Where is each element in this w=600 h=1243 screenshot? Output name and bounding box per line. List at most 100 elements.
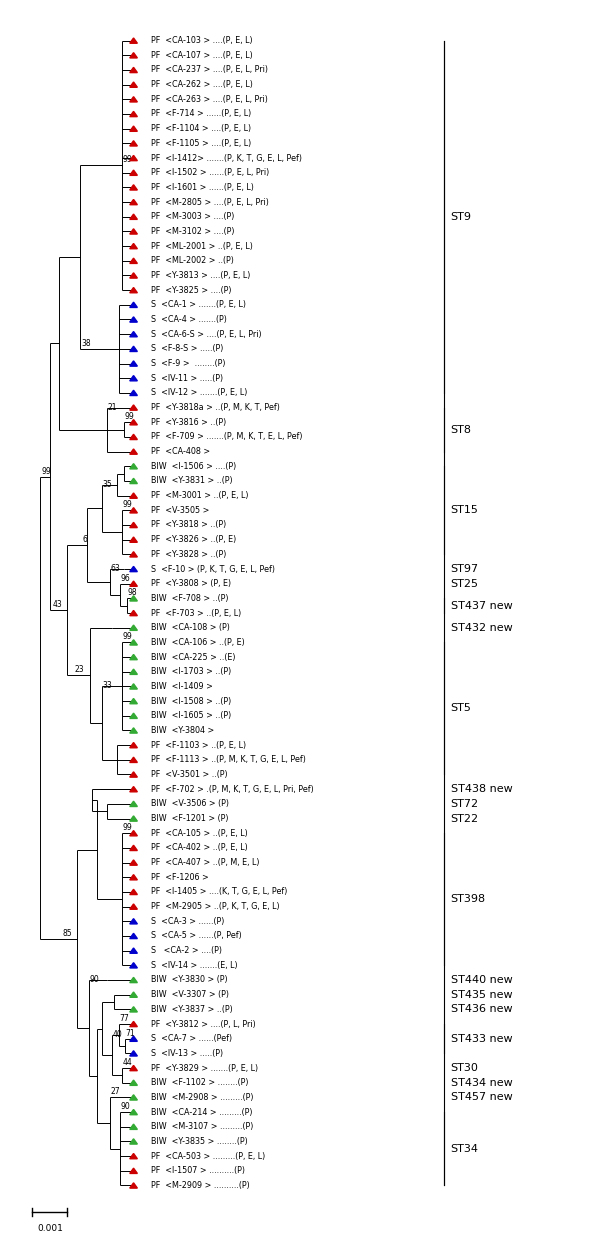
Text: 99: 99 [122, 500, 133, 510]
Text: S  <CA-7 > ......(Pef): S <CA-7 > ......(Pef) [151, 1034, 233, 1043]
Polygon shape [130, 787, 137, 792]
Text: BIW  <I-1409 >: BIW <I-1409 > [151, 682, 213, 691]
Polygon shape [130, 1095, 137, 1100]
Text: 90: 90 [90, 975, 100, 984]
Text: ST432 new: ST432 new [451, 623, 512, 633]
Text: BIW  <F-1102 > ........(P): BIW <F-1102 > ........(P) [151, 1078, 249, 1088]
Text: PF  <CA-105 > ..(P, E, L): PF <CA-105 > ..(P, E, L) [151, 829, 248, 838]
Polygon shape [130, 375, 137, 380]
Text: PF  <Y-3829 > .......(P, E, L): PF <Y-3829 > .......(P, E, L) [151, 1064, 259, 1073]
Text: PF  <M-2905 > ..(P, K, T, G, E, L): PF <M-2905 > ..(P, K, T, G, E, L) [151, 902, 280, 911]
Text: PF  <CA-103 > ....(P, E, L): PF <CA-103 > ....(P, E, L) [151, 36, 253, 45]
Text: PF  <I-1502 > ......(P, E, L, Pri): PF <I-1502 > ......(P, E, L, Pri) [151, 168, 269, 178]
Text: S  <F-8-S > .....(P): S <F-8-S > .....(P) [151, 344, 224, 353]
Polygon shape [130, 537, 137, 542]
Polygon shape [130, 390, 137, 395]
Text: BIW  <I-1605 > ..(P): BIW <I-1605 > ..(P) [151, 711, 232, 720]
Polygon shape [130, 567, 137, 572]
Text: PF  <F-1113 > ..(P, M, K, T, G, E, L, Pef): PF <F-1113 > ..(P, M, K, T, G, E, L, Pef… [151, 756, 306, 764]
Text: BIW  <M-3107 > .........(P): BIW <M-3107 > .........(P) [151, 1122, 254, 1131]
Text: ST25: ST25 [451, 579, 479, 589]
Polygon shape [130, 302, 137, 307]
Text: S  <IV-12 > .......(P, E, L): S <IV-12 > .......(P, E, L) [151, 388, 248, 398]
Text: 90: 90 [121, 1103, 130, 1111]
Text: PF  <Y-3818 > ..(P): PF <Y-3818 > ..(P) [151, 521, 227, 530]
Text: PF  <M-3102 > ....(P): PF <M-3102 > ....(P) [151, 227, 235, 236]
Polygon shape [130, 199, 137, 205]
Text: PF  <F-1105 > ....(P, E, L): PF <F-1105 > ....(P, E, L) [151, 139, 251, 148]
Text: 99: 99 [125, 413, 134, 421]
Text: 71: 71 [125, 1029, 135, 1038]
Text: 98: 98 [128, 588, 137, 598]
Text: 23: 23 [74, 665, 84, 675]
Text: PF  <Y-3826 > ..(P, E): PF <Y-3826 > ..(P, E) [151, 536, 236, 544]
Polygon shape [130, 287, 137, 293]
Text: ST15: ST15 [451, 506, 478, 516]
Text: BIW  <CA-225 > ..(E): BIW <CA-225 > ..(E) [151, 653, 236, 661]
Text: ST9: ST9 [451, 211, 472, 221]
Text: ST72: ST72 [451, 799, 479, 809]
Polygon shape [130, 1168, 137, 1173]
Polygon shape [130, 875, 137, 880]
Text: PF  <CA-107 > ....(P, E, L): PF <CA-107 > ....(P, E, L) [151, 51, 253, 60]
Polygon shape [130, 317, 137, 322]
Polygon shape [130, 405, 137, 410]
Text: 40: 40 [113, 1030, 122, 1039]
Polygon shape [130, 640, 137, 645]
Polygon shape [130, 1183, 137, 1188]
Text: PF  <CA-237 > ....(P, E, L, Pri): PF <CA-237 > ....(P, E, L, Pri) [151, 66, 268, 75]
Polygon shape [130, 522, 137, 527]
Text: 96: 96 [121, 574, 130, 583]
Polygon shape [130, 742, 137, 748]
Polygon shape [130, 728, 137, 733]
Polygon shape [130, 140, 137, 145]
Polygon shape [130, 1007, 137, 1012]
Polygon shape [130, 170, 137, 175]
Text: PF  <Y-3828 > ..(P): PF <Y-3828 > ..(P) [151, 549, 227, 559]
Polygon shape [130, 625, 137, 630]
Text: PF  <Y-3818a > ..(P, M, K, T, Pef): PF <Y-3818a > ..(P, M, K, T, Pef) [151, 403, 280, 411]
Text: PF  <CA-402 > ..(P, E, L): PF <CA-402 > ..(P, E, L) [151, 844, 248, 853]
Text: PF  <F-1103 > ..(P, E, L): PF <F-1103 > ..(P, E, L) [151, 741, 247, 750]
Polygon shape [130, 1139, 137, 1144]
Text: ST438 new: ST438 new [451, 784, 512, 794]
Text: 63: 63 [111, 564, 121, 573]
Text: S  <CA-5 > ......(P, Pef): S <CA-5 > ......(P, Pef) [151, 931, 242, 941]
Text: S  <CA-6-S > ....(P, E, L, Pri): S <CA-6-S > ....(P, E, L, Pri) [151, 329, 262, 338]
Text: PF  <V-3501 > ..(P): PF <V-3501 > ..(P) [151, 769, 228, 779]
Polygon shape [130, 82, 137, 87]
Text: BIW  <CA-106 > ..(P, E): BIW <CA-106 > ..(P, E) [151, 638, 245, 646]
Text: PF  <CA-263 > ....(P, E, L, Pri): PF <CA-263 > ....(P, E, L, Pri) [151, 94, 268, 104]
Text: S  <CA-3 > ......(P): S <CA-3 > ......(P) [151, 917, 225, 926]
Polygon shape [130, 1022, 137, 1027]
Text: PF  <ML-2002 > ..(P): PF <ML-2002 > ..(P) [151, 256, 234, 265]
Text: ST435 new: ST435 new [451, 989, 512, 999]
Text: PF  <F-1104 > ....(P, E, L): PF <F-1104 > ....(P, E, L) [151, 124, 251, 133]
Text: 21: 21 [108, 403, 117, 411]
Polygon shape [130, 919, 137, 924]
Polygon shape [130, 1065, 137, 1070]
Polygon shape [130, 507, 137, 513]
Text: 27: 27 [111, 1088, 121, 1096]
Text: BIW  <I-1508 > ..(P): BIW <I-1508 > ..(P) [151, 696, 232, 706]
Polygon shape [130, 52, 137, 58]
Text: ST436 new: ST436 new [451, 1004, 512, 1014]
Text: BIW  <CA-108 > (P): BIW <CA-108 > (P) [151, 623, 230, 633]
Polygon shape [130, 332, 137, 337]
Polygon shape [130, 830, 137, 835]
Text: PF  <F-702 > .(P, M, K, T, G, E, L, Pri, Pef): PF <F-702 > .(P, M, K, T, G, E, L, Pri, … [151, 784, 314, 794]
Text: 38: 38 [81, 339, 91, 348]
Text: 35: 35 [103, 480, 113, 488]
Polygon shape [130, 845, 137, 850]
Polygon shape [130, 449, 137, 454]
Polygon shape [130, 948, 137, 953]
Text: ST8: ST8 [451, 425, 472, 435]
Text: S  <IV-11 > .....(P): S <IV-11 > .....(P) [151, 374, 224, 383]
Text: ST22: ST22 [451, 813, 479, 824]
Polygon shape [130, 992, 137, 997]
Polygon shape [130, 420, 137, 425]
Polygon shape [130, 67, 137, 72]
Text: ST457 new: ST457 new [451, 1093, 512, 1103]
Text: 6: 6 [82, 536, 87, 544]
Text: PF  <I-1507 > ..........(P): PF <I-1507 > ..........(P) [151, 1166, 245, 1176]
